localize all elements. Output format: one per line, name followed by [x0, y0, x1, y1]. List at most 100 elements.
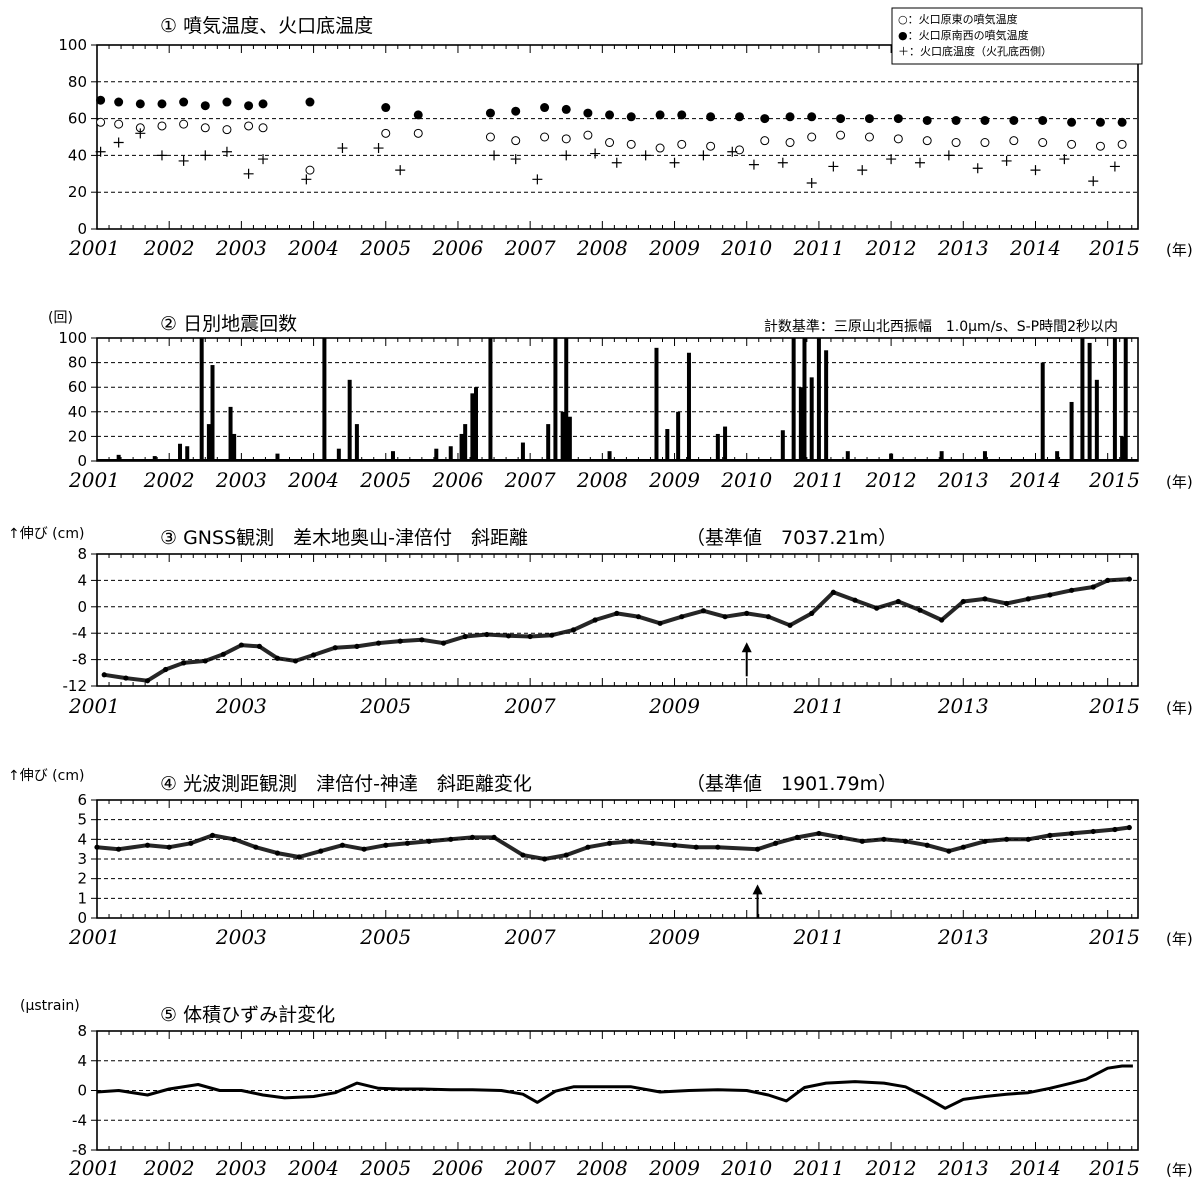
data-point — [561, 104, 571, 114]
y-tick-label: -8 — [72, 1141, 87, 1159]
series-2 — [96, 95, 1127, 127]
data-point — [221, 146, 232, 157]
y-tick-label: 20 — [68, 427, 87, 445]
data-point — [113, 137, 124, 148]
bar — [210, 365, 215, 461]
y-tick-label: 1 — [77, 889, 87, 907]
plot-frame — [96, 44, 1139, 230]
series-trace — [103, 577, 1130, 683]
bar — [390, 451, 395, 461]
x-tick-label: 2005 — [359, 1156, 411, 1180]
data-point — [95, 146, 106, 157]
bar — [1120, 436, 1125, 461]
bar — [199, 338, 204, 461]
y-tick-label: 8 — [77, 545, 87, 563]
chart-subtitle: （基準値 1901.79m） — [686, 773, 897, 795]
chart-title: ① 噴気温度、火口底温度 — [160, 15, 373, 37]
y-tick-label: 4 — [77, 830, 87, 848]
bar — [1040, 362, 1045, 461]
bar — [1123, 338, 1128, 461]
data-point — [836, 130, 846, 140]
data-point — [864, 132, 874, 142]
bar — [474, 387, 479, 461]
bar — [723, 426, 728, 461]
data-point — [135, 128, 146, 139]
data-point — [1067, 139, 1077, 149]
data-point — [1001, 155, 1012, 166]
data-point — [489, 150, 500, 161]
data-point — [114, 97, 124, 107]
bar — [178, 443, 183, 461]
panel-4: 0 12 3 45 6 2001 2003 2005 2007 2009 2011 2013 2015 (… — [8, 768, 1193, 949]
data-point — [1009, 136, 1019, 146]
bar — [336, 448, 341, 461]
bar — [665, 429, 670, 461]
data-point — [677, 139, 687, 149]
data-point — [706, 112, 716, 122]
data-point — [305, 97, 315, 107]
data-point — [640, 150, 651, 161]
x-tick-label: 2005 — [359, 694, 411, 718]
x-tick-label: 2011 — [792, 694, 844, 718]
y-axis-label: (μstrain) — [20, 998, 80, 1014]
x-tick-label: 2012 — [865, 236, 917, 260]
legend-box — [891, 7, 1143, 65]
x-tick-label: 2007 — [504, 694, 556, 718]
data-point — [807, 132, 817, 142]
x-tick-label: 2015 — [1088, 1156, 1140, 1180]
legend-entry: ●：火口原南西の噴気温度 — [898, 28, 1029, 42]
data-point — [222, 97, 232, 107]
x-tick-label: 2009 — [648, 1156, 700, 1180]
x-tick-label: 2006 — [432, 1156, 484, 1180]
y-tick-label: 40 — [68, 403, 87, 421]
data-point — [178, 155, 189, 166]
x-tick-label: 2008 — [576, 468, 628, 492]
data-point — [1117, 117, 1127, 127]
data-point — [727, 146, 738, 157]
data-point — [395, 165, 406, 176]
data-point — [777, 157, 788, 168]
y-tick-label: -4 — [72, 624, 87, 642]
data-point — [511, 136, 521, 146]
y-tick-label: 20 — [68, 183, 87, 201]
data-point — [96, 95, 106, 105]
y-tick-label: 0 — [77, 909, 87, 927]
y-axis-label: (回) — [48, 310, 73, 326]
bar — [567, 416, 572, 461]
bar — [982, 451, 987, 461]
x-tick-label: 2013 — [937, 468, 989, 492]
bar — [347, 379, 352, 461]
series-1 — [96, 117, 1127, 175]
bar — [1080, 338, 1085, 461]
x-tick-label: 2007 — [504, 468, 556, 492]
y-tick-label: 100 — [58, 36, 87, 54]
data-point — [1030, 165, 1041, 176]
plot-frame — [96, 337, 1139, 462]
data-point — [951, 115, 961, 125]
bar — [434, 448, 439, 461]
bar — [791, 338, 796, 461]
bar — [816, 338, 821, 461]
bar — [798, 387, 803, 461]
data-point — [893, 134, 903, 144]
data-point — [836, 114, 846, 124]
x-tick-label: 2009 — [648, 468, 700, 492]
x-axis-unit: (年) — [1166, 1161, 1193, 1179]
chart-title: ④ 光波測距観測 津倍付-神達 斜距離変化 — [160, 773, 532, 795]
data-point — [583, 130, 593, 140]
data-point — [301, 174, 312, 185]
bar — [322, 338, 327, 461]
x-tick-label: 2010 — [720, 468, 772, 492]
data-point — [200, 123, 210, 133]
y-tick-label: 0 — [77, 598, 87, 616]
x-tick-label: 2003 — [215, 925, 267, 949]
x-axis-unit: (年) — [1166, 930, 1193, 948]
x-tick-label: 2011 — [792, 468, 844, 492]
data-point — [886, 154, 897, 165]
panel-1: 0 20 40 60 80 100 2001 2002 2003 2004 2005 2006 2007… — [58, 7, 1193, 260]
data-point — [1059, 154, 1070, 165]
series-trace — [96, 825, 1130, 861]
bar — [116, 454, 121, 461]
bar — [1112, 338, 1117, 461]
